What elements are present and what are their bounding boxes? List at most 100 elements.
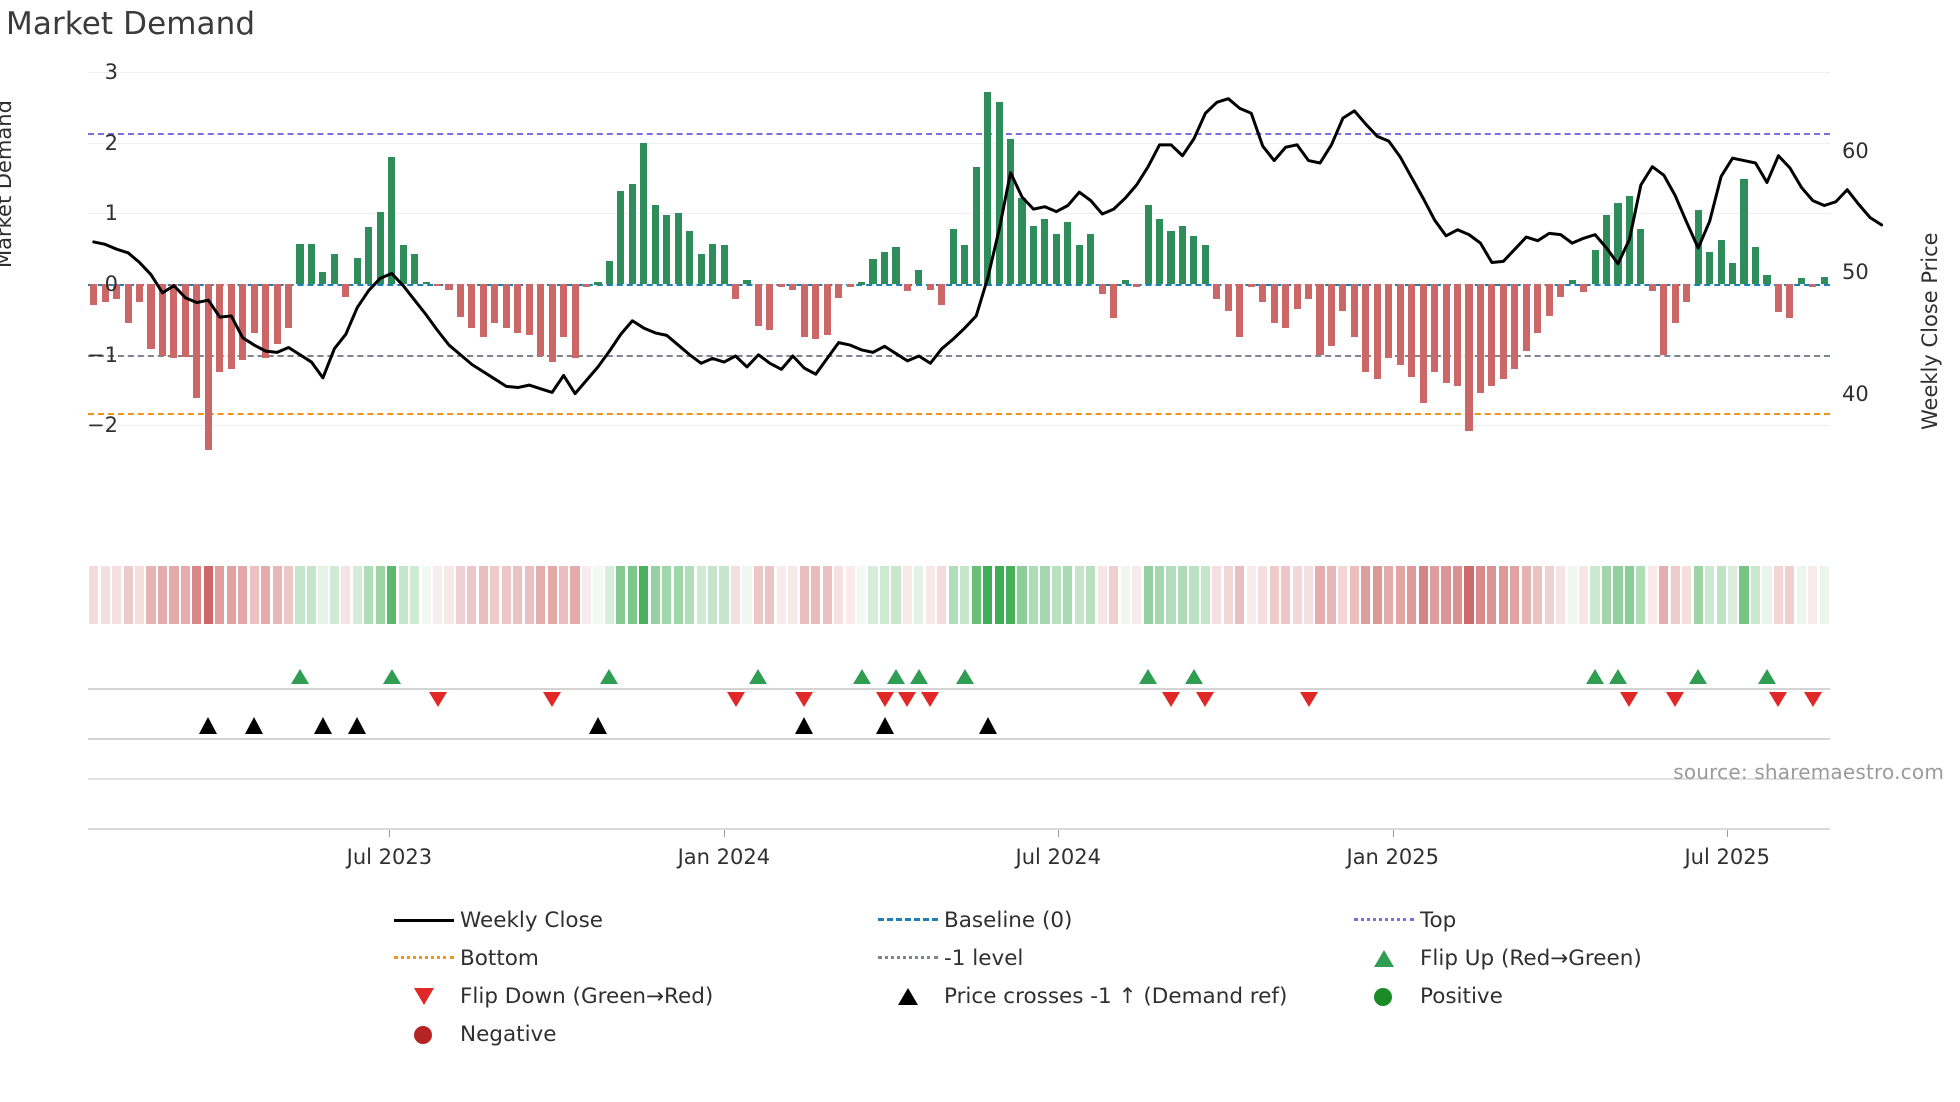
demand-bar <box>617 190 625 284</box>
heat-cell <box>1556 566 1566 624</box>
demand-bar <box>307 243 316 284</box>
demand-bar <box>846 283 854 288</box>
heat-cell <box>1441 566 1451 624</box>
heat-cell <box>742 566 752 624</box>
gridline <box>88 72 1830 73</box>
heat-cell <box>925 566 935 624</box>
heat-cell <box>547 566 557 624</box>
flip-up-marker <box>1608 669 1627 684</box>
legend-item[interactable]: -1 level <box>872 943 1023 973</box>
heat-cell <box>1258 566 1268 624</box>
heat-cell <box>180 566 190 624</box>
heat-cell <box>444 566 454 624</box>
demand-bar <box>1339 283 1347 311</box>
page-title: Market Demand <box>6 6 256 42</box>
heat-cell <box>455 566 466 624</box>
heat-cell <box>627 566 637 624</box>
heat-cell <box>1315 566 1325 624</box>
demand-bar <box>823 283 831 335</box>
heat-cell <box>1590 566 1600 624</box>
demand-bar <box>1316 283 1324 355</box>
heat-cell <box>1109 566 1119 624</box>
solid-line-icon <box>394 919 454 923</box>
demand-bar <box>411 254 419 284</box>
heat-cell <box>845 566 855 624</box>
heat-cell <box>1533 566 1543 624</box>
demand-bar <box>1717 240 1725 284</box>
heat-cell <box>1728 566 1738 624</box>
flip-up-marker <box>909 669 928 684</box>
legend-item[interactable]: Baseline (0) <box>872 905 1072 935</box>
legend-label: Flip Up (Red→Green) <box>1420 945 1642 971</box>
y-tick-label: −1 <box>87 342 118 367</box>
demand-bar <box>1740 179 1748 284</box>
demand-bar <box>800 283 808 337</box>
demand-bar <box>204 283 212 450</box>
flip-up-marker <box>1689 669 1708 684</box>
heat-cell <box>146 566 156 624</box>
demand-bar <box>1178 225 1187 284</box>
heat-cell <box>387 566 397 624</box>
demand-bar <box>1156 218 1164 284</box>
heat-cell <box>994 566 1004 624</box>
legend-item[interactable]: Negative <box>388 1019 557 1049</box>
heat-cell <box>604 566 615 624</box>
legend-symbol-solid-line <box>388 905 460 935</box>
legend-item[interactable]: Weekly Close <box>388 905 603 935</box>
demand-bar <box>1476 283 1484 394</box>
heat-cell <box>753 566 763 624</box>
y-tick-label: −2 <box>87 413 118 438</box>
heat-cell <box>1097 566 1107 624</box>
heat-cell <box>616 566 626 624</box>
demand-bar <box>949 228 957 284</box>
heat-cell <box>1693 566 1703 624</box>
heat-cell <box>238 566 248 624</box>
demand-bar <box>1614 202 1622 284</box>
x-tick-mark <box>723 830 725 837</box>
demand-bar <box>433 283 442 287</box>
spacer-axis-1 <box>88 778 1830 780</box>
x-tick-label: Jul 2024 <box>1015 845 1102 869</box>
demand-bar <box>227 283 235 369</box>
demand-bar <box>1580 283 1588 293</box>
heat-cell <box>902 566 912 624</box>
flip-down-marker <box>1196 692 1215 707</box>
demand-bar <box>766 283 774 330</box>
heat-cell <box>272 566 282 624</box>
demand-bar <box>1304 283 1313 300</box>
heat-cell <box>1716 566 1726 624</box>
flip-down-marker <box>921 692 940 707</box>
price-cross-marker <box>245 717 264 734</box>
legend-item[interactable]: Price crosses -1 ↑ (Demand ref) <box>872 981 1287 1011</box>
heat-cell <box>799 566 809 624</box>
demand-bar <box>628 183 636 284</box>
reference-line-baseline <box>88 283 1830 286</box>
legend-symbol-dotted-line <box>388 943 460 973</box>
demand-bar <box>1098 283 1106 295</box>
demand-bar <box>468 283 476 328</box>
heat-cell <box>1212 566 1222 624</box>
triangle-down-icon <box>414 988 434 1005</box>
x-tick-label: Jan 2024 <box>677 845 771 869</box>
legend-label: Positive <box>1420 983 1503 1009</box>
heat-cell <box>329 566 339 624</box>
legend-item[interactable]: Bottom <box>388 943 539 973</box>
triangle-up-icon <box>1374 950 1394 967</box>
heat-cell <box>261 566 271 624</box>
legend-item[interactable]: Flip Up (Red→Green) <box>1348 943 1642 973</box>
legend-item[interactable]: Positive <box>1348 981 1503 1011</box>
demand-bar <box>262 283 270 359</box>
legend-item[interactable]: Flip Down (Green→Red) <box>388 981 713 1011</box>
demand-bar <box>319 271 327 284</box>
flip-up-marker <box>1184 669 1203 684</box>
demand-bar <box>1270 283 1278 323</box>
reference-line-bottom <box>88 413 1830 416</box>
demand-bar <box>285 283 293 328</box>
demand-bar <box>1637 228 1645 284</box>
heat-cell <box>1223 566 1233 624</box>
heat-cell <box>283 566 294 624</box>
legend-item[interactable]: Top <box>1348 905 1456 935</box>
y-tick-label-right: 40 <box>1842 381 1869 406</box>
heat-cell <box>696 566 706 624</box>
heat-cell <box>432 566 443 624</box>
